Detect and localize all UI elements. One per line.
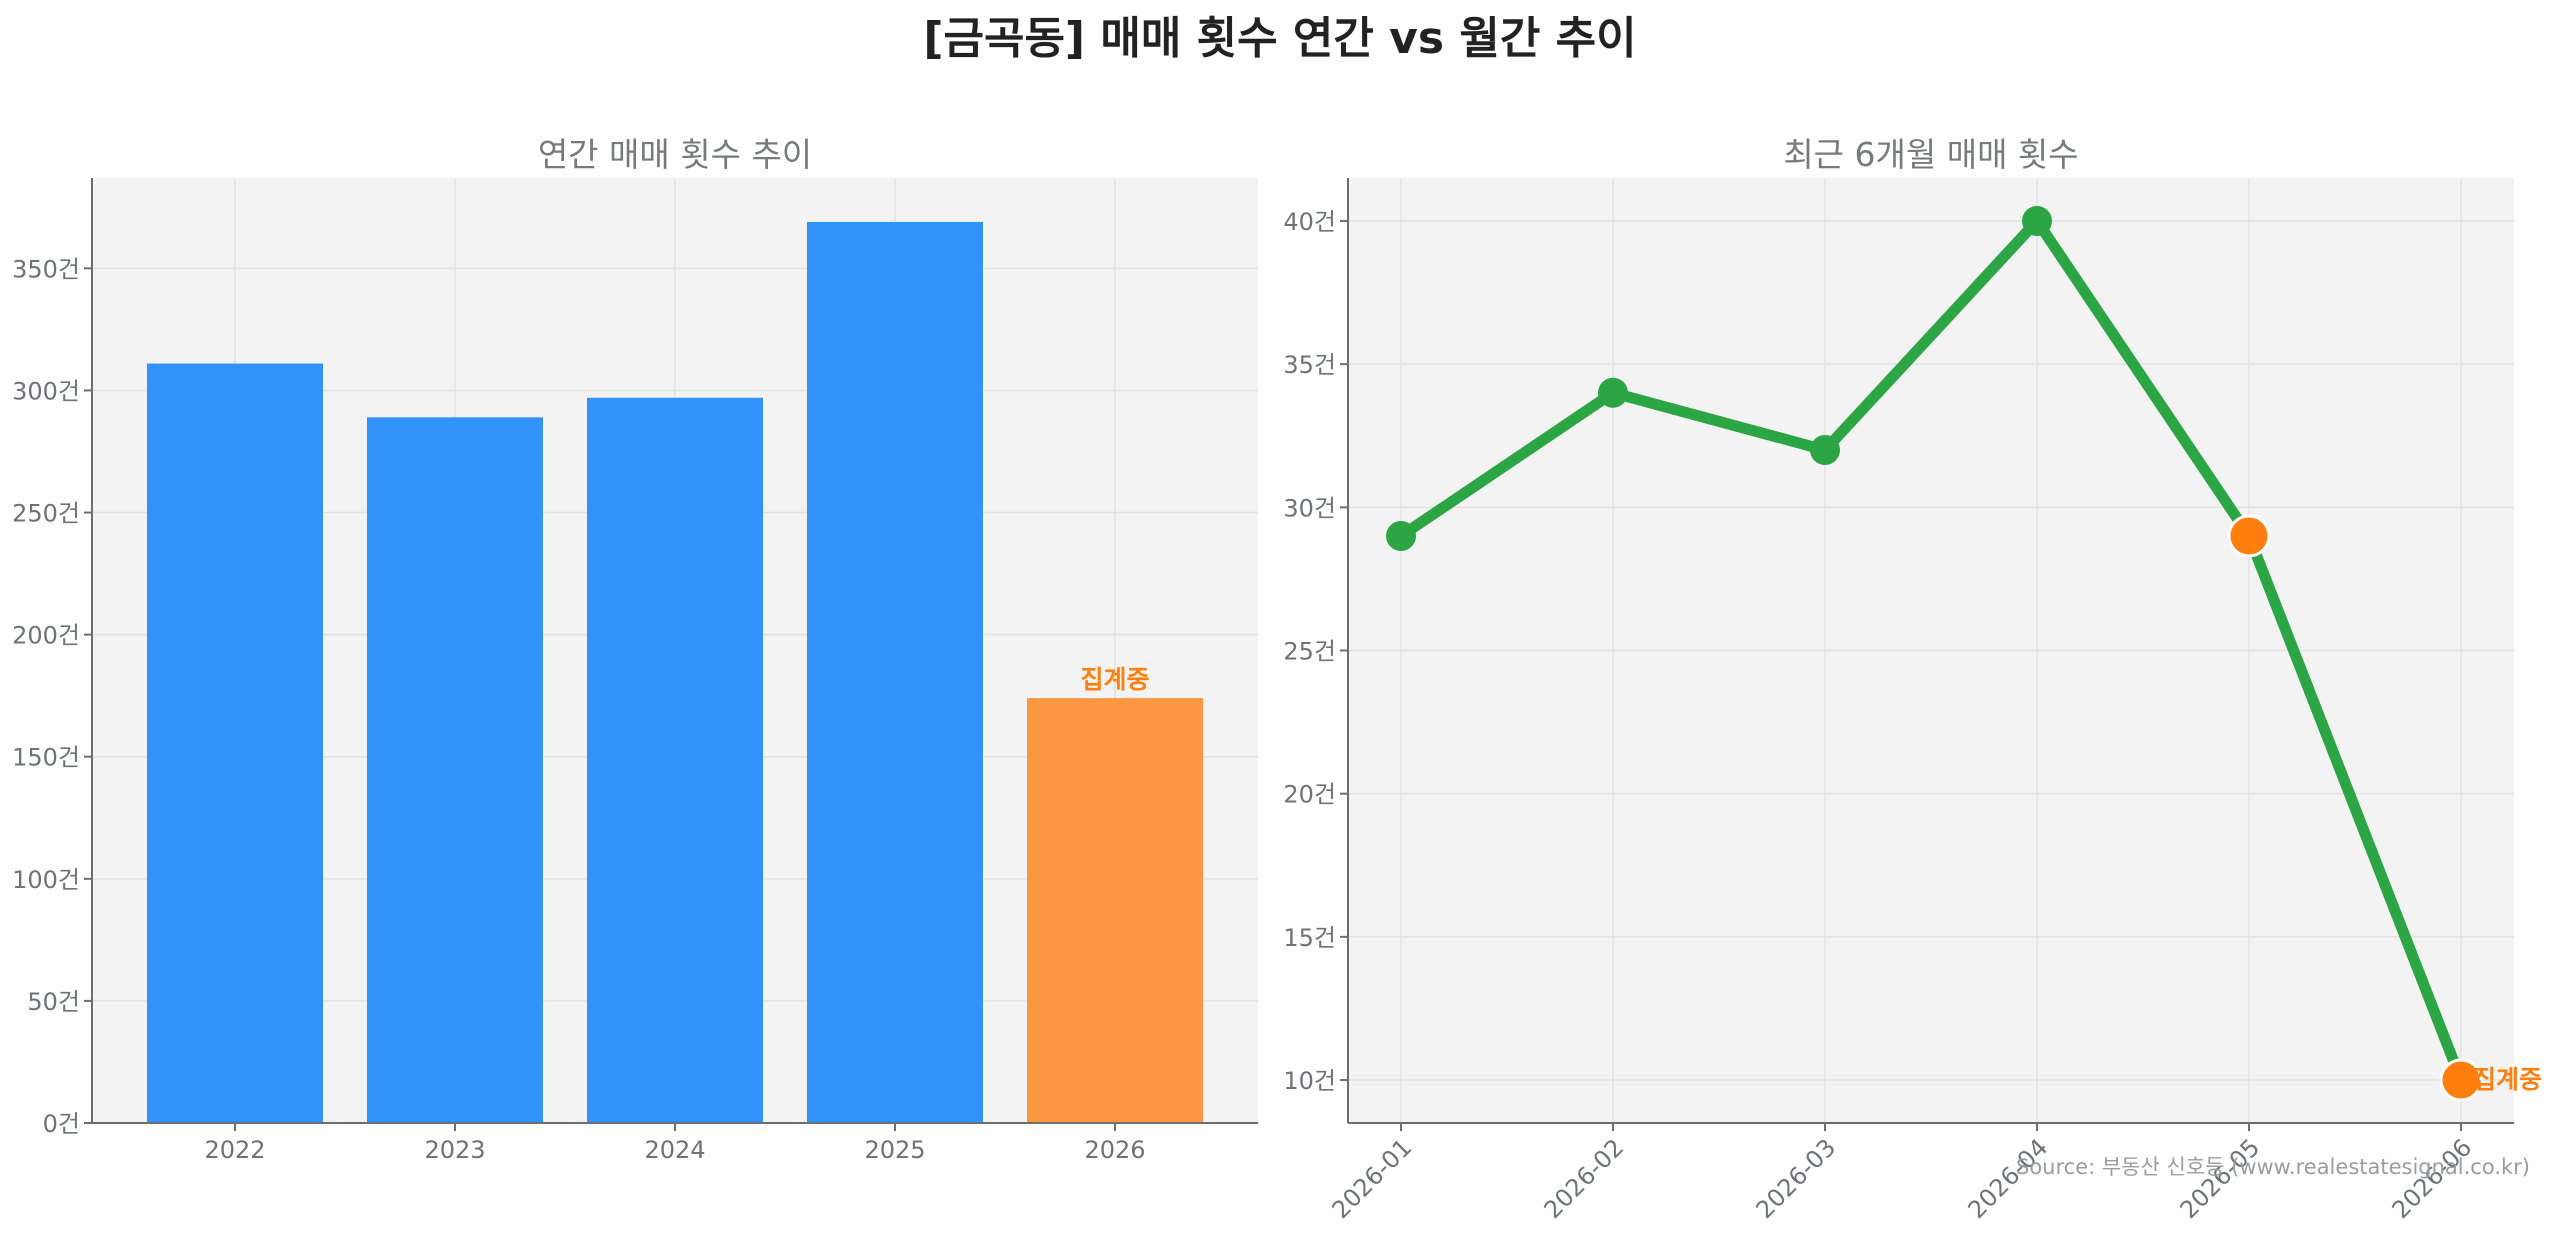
bar-y-tick-label: 50건 (27, 988, 80, 1016)
point-2026-03 (1810, 435, 1840, 466)
point-2026-05 (2227, 514, 2271, 558)
bar-x-tick-label: 2024 (644, 1136, 705, 1164)
bar-annotation-label: 집계중 (1080, 665, 1149, 694)
line-y-tick-label: 25건 (1283, 638, 1336, 666)
bar-y-tick-label: 100건 (12, 866, 80, 894)
line-annotation-label: 집계중 (2473, 1065, 2542, 1094)
bar-x-tick-label: 2022 (204, 1136, 265, 1164)
line-y-tick-label: 20건 (1283, 781, 1336, 809)
line-y-tick-label: 15건 (1283, 924, 1336, 952)
bar-y-tick-label: 250건 (12, 500, 80, 528)
monthly-series-line (1395, 215, 2467, 1086)
line-chart-panel: 집계중 10건 15건 20건 25건 30건 35건 40건 2026-01 2026-02 2… (1283, 135, 2542, 1224)
bar-y-tick-label: 200건 (12, 622, 80, 650)
bar-x-tick-label: 2023 (424, 1136, 485, 1164)
point-2026-06 (2439, 1058, 2483, 1102)
line-y-tick-label: 30건 (1283, 494, 1336, 522)
bar-chart-title: 연간 매매 횟수 추이 (538, 135, 812, 174)
bar-y-tick-label: 0건 (43, 1110, 80, 1138)
point-2026-01 (1386, 520, 1416, 551)
bar-2022 (147, 363, 323, 1123)
bar-2025 (807, 221, 983, 1123)
bar-2024 (587, 397, 763, 1123)
source-label: Source: 부동산 신호등 (www.realestatesignal.co… (2016, 1155, 2530, 1179)
bar-chart-panel: 집계중 0건 50건 100건 150건 200건 250건 300건 350건 2022 202… (12, 135, 1258, 1164)
bar-2023 (367, 417, 543, 1123)
bar-x-tick-label: 2025 (864, 1136, 925, 1164)
line-chart-title: 최근 6개월 매매 횟수 (1783, 135, 2078, 174)
bar-x-tick-label: 2026 (1084, 1136, 1145, 1164)
bar-y-tick-label: 150건 (12, 744, 80, 772)
point-2026-04 (2022, 205, 2052, 236)
point-2026-02 (1598, 377, 1628, 408)
line-x-tick-label: 2026-01 (1327, 1133, 1418, 1224)
bar-2026 (1027, 698, 1203, 1123)
line-y-tick-label: 35건 (1283, 351, 1336, 379)
line-y-tick-label: 10건 (1283, 1067, 1336, 1095)
line-y-tick-label: 40건 (1283, 208, 1336, 236)
bar-y-tick-label: 350건 (12, 255, 80, 283)
line-x-tick-label: 2026-03 (1751, 1133, 1842, 1224)
main-title: [금곡동] 매매 횟수 연간 vs 월간 추이 (923, 13, 1637, 64)
line-x-tick-label: 2026-02 (1539, 1133, 1630, 1224)
bar-y-tick-label: 300건 (12, 377, 80, 405)
